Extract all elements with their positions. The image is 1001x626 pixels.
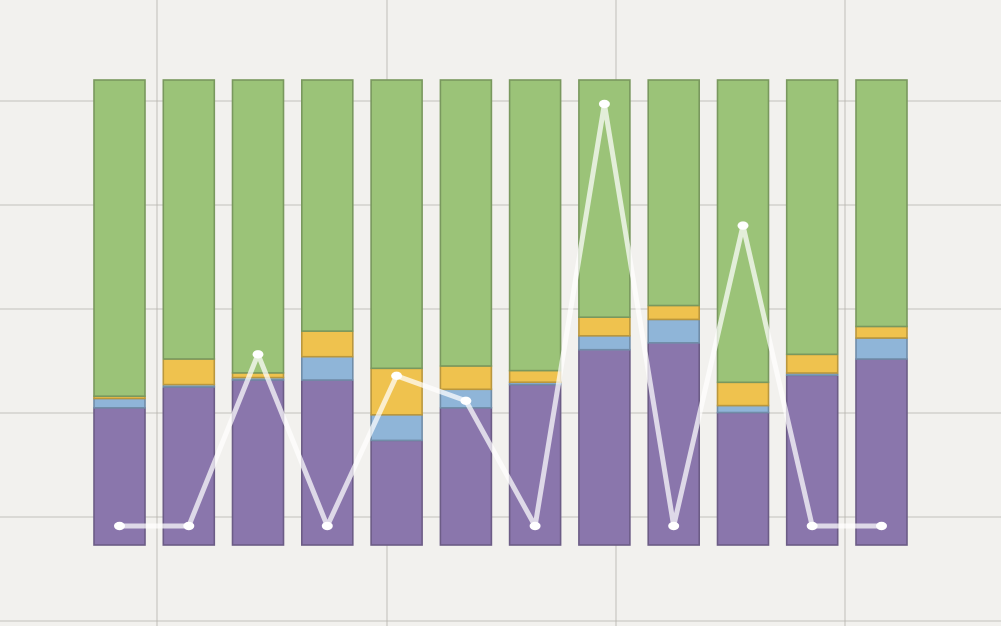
bar-4-segment-4 <box>300 79 354 332</box>
overlay-point-3 <box>252 350 264 359</box>
bar-6-segment-3 <box>439 365 493 391</box>
bar-11-segment-4 <box>785 79 839 356</box>
bar-10-segment-1 <box>716 411 770 546</box>
bar-8-segment-3 <box>578 316 631 337</box>
overlay-point-2 <box>183 521 195 531</box>
overlay-point-8 <box>598 99 610 109</box>
overlay-point-10 <box>737 221 749 230</box>
bar-8-segment-1 <box>578 348 631 546</box>
bar-12-segment-3 <box>855 325 908 339</box>
bar-5-segment-1 <box>370 439 423 546</box>
overlay-point-7 <box>529 521 541 531</box>
bar-1-segment-4 <box>93 79 146 398</box>
overlay-line <box>117 101 884 529</box>
overlay-point-6 <box>460 396 472 405</box>
bar-1-segment-2 <box>93 397 146 409</box>
bar-12-segment-2 <box>855 337 908 360</box>
bar-7-segment-4 <box>508 79 562 372</box>
bar-10-segment-3 <box>716 381 770 407</box>
bar-3-segment-4 <box>231 79 285 374</box>
overlay-point-9 <box>668 521 680 531</box>
bar-4-segment-2 <box>300 355 354 381</box>
bar-2-segment-3 <box>162 358 216 386</box>
bar-11-segment-3 <box>785 353 839 374</box>
bar-3-segment-1 <box>231 379 285 546</box>
bar-6-segment-4 <box>439 79 493 367</box>
bar-8-segment-2 <box>578 334 631 351</box>
overlay-point-1 <box>114 521 125 531</box>
overlay-point-4 <box>321 521 333 531</box>
overlay-line-layer <box>114 99 887 531</box>
bar-9-segment-3 <box>647 304 701 321</box>
bar-2-segment-4 <box>162 79 216 360</box>
overlay-point-12 <box>876 521 887 531</box>
overlay-point-5 <box>391 371 403 380</box>
bar-layer <box>93 79 908 546</box>
bar-12-segment-4 <box>855 79 908 328</box>
bar-9-segment-2 <box>647 318 701 344</box>
bar-4-segment-3 <box>300 330 354 358</box>
bar-9-segment-4 <box>647 79 701 307</box>
overlay-point-11 <box>806 521 818 531</box>
bar-5-segment-4 <box>370 79 423 370</box>
bar-2-segment-1 <box>162 386 216 546</box>
bar-10-segment-2 <box>716 404 770 414</box>
bar-12-segment-1 <box>855 358 908 546</box>
bar-7-segment-3 <box>508 369 562 384</box>
